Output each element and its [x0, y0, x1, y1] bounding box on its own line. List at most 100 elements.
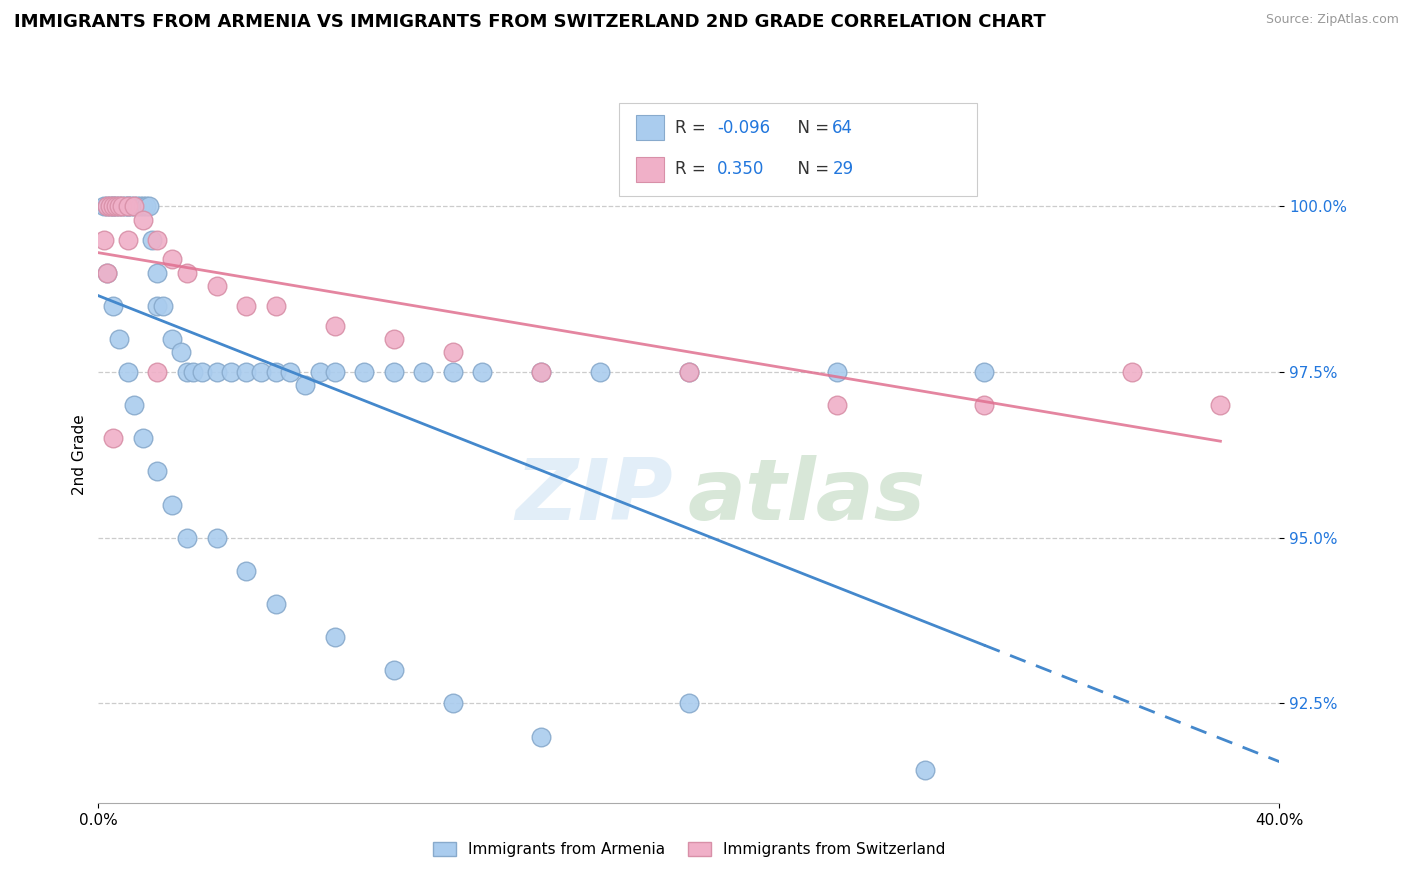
Point — [678, 365, 700, 379]
Point — [105, 199, 128, 213]
Point — [382, 332, 405, 346]
Point — [146, 233, 169, 247]
Point — [353, 365, 375, 379]
Point — [205, 279, 228, 293]
Point — [176, 531, 198, 545]
Point — [108, 332, 131, 346]
Point — [530, 730, 553, 744]
Point — [678, 697, 700, 711]
Point — [825, 365, 848, 379]
Legend: Immigrants from Armenia, Immigrants from Switzerland: Immigrants from Armenia, Immigrants from… — [425, 834, 953, 864]
Text: IMMIGRANTS FROM ARMENIA VS IMMIGRANTS FROM SWITZERLAND 2ND GRADE CORRELATION CHA: IMMIGRANTS FROM ARMENIA VS IMMIGRANTS FR… — [14, 13, 1046, 31]
Point — [294, 378, 316, 392]
Point — [117, 233, 139, 247]
Point — [146, 299, 169, 313]
Point — [323, 365, 346, 379]
Point — [264, 299, 287, 313]
Point — [103, 199, 125, 213]
Point — [103, 199, 125, 213]
Point — [205, 531, 228, 545]
Point — [132, 431, 155, 445]
Point — [96, 266, 118, 280]
Point — [122, 199, 145, 213]
Point — [382, 663, 405, 677]
Point — [323, 318, 346, 333]
Point — [914, 763, 936, 777]
Point — [278, 365, 302, 379]
Point — [132, 199, 155, 213]
Point — [96, 266, 118, 280]
Point — [98, 199, 121, 213]
Point — [323, 630, 346, 644]
Point — [235, 299, 257, 313]
Point — [117, 199, 139, 213]
Point — [1209, 398, 1232, 412]
Point — [125, 199, 148, 213]
Point — [146, 365, 169, 379]
Point — [441, 365, 464, 379]
Point — [162, 498, 183, 512]
Text: -0.096: -0.096 — [717, 119, 770, 136]
Point — [93, 233, 115, 247]
Point — [138, 199, 160, 213]
Point — [122, 398, 145, 412]
Point — [141, 233, 163, 247]
Point — [146, 465, 169, 479]
Point — [108, 199, 131, 213]
Point — [96, 199, 118, 213]
Point — [98, 199, 121, 213]
Point — [471, 365, 494, 379]
Point — [111, 199, 134, 213]
Point — [441, 697, 464, 711]
Text: R =: R = — [675, 119, 711, 136]
Point — [170, 345, 193, 359]
Point — [589, 365, 612, 379]
Text: 64: 64 — [832, 119, 853, 136]
Point — [132, 212, 155, 227]
Text: ZIP: ZIP — [516, 455, 673, 538]
Point — [105, 199, 128, 213]
Point — [96, 199, 118, 213]
Point — [825, 398, 848, 412]
Y-axis label: 2nd Grade: 2nd Grade — [72, 415, 87, 495]
Point — [128, 199, 150, 213]
Point — [117, 365, 139, 379]
Point — [117, 199, 139, 213]
Point — [382, 365, 405, 379]
Point — [103, 431, 125, 445]
Point — [235, 365, 257, 379]
Point — [235, 564, 257, 578]
Point — [117, 199, 139, 213]
Point — [181, 365, 204, 379]
Point — [135, 199, 157, 213]
Point — [412, 365, 434, 379]
Point — [176, 266, 198, 280]
Point — [162, 252, 183, 267]
Text: N =: N = — [787, 161, 835, 178]
Point — [309, 365, 332, 379]
Text: atlas: atlas — [688, 455, 927, 538]
Point — [205, 365, 228, 379]
Text: 0.350: 0.350 — [717, 161, 765, 178]
Point — [120, 199, 142, 213]
Point — [973, 398, 995, 412]
Point — [162, 332, 183, 346]
Point — [114, 199, 136, 213]
Point — [441, 345, 464, 359]
Point — [678, 365, 700, 379]
Point — [103, 199, 125, 213]
Point — [152, 299, 174, 313]
Point — [973, 365, 995, 379]
Point — [122, 199, 145, 213]
Point — [103, 299, 125, 313]
Point — [530, 365, 553, 379]
Point — [219, 365, 243, 379]
Text: N =: N = — [787, 119, 835, 136]
Point — [93, 199, 115, 213]
Point — [1121, 365, 1143, 379]
Text: Source: ZipAtlas.com: Source: ZipAtlas.com — [1265, 13, 1399, 27]
Point — [264, 365, 287, 379]
Point — [264, 597, 287, 611]
Point — [146, 266, 169, 280]
Point — [250, 365, 273, 379]
